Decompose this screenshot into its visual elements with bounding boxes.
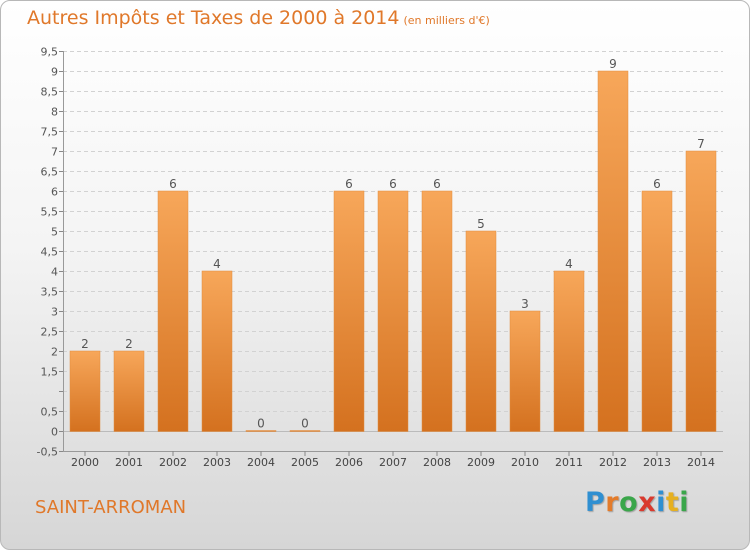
y-tick-label: 7,5 [41,126,59,139]
logo-letter: r [605,487,620,518]
x-tick-label: 2011 [555,456,583,469]
y-tick-label: 4,5 [41,246,59,259]
y-tick-label: 2 [51,346,58,359]
x-tick-label: 2007 [379,456,407,469]
y-tick-label: 5,5 [41,206,59,219]
x-tick-label: 2010 [511,456,539,469]
bar [509,310,541,432]
bar [245,430,277,432]
logo-letter: P [585,487,606,518]
data-label: 9 [609,57,617,71]
bar [685,150,717,432]
data-labels: 2 2 6 4 0 0 6 6 6 5 3 4 9 6 7 [81,57,705,431]
bar [157,190,189,432]
bar [641,190,673,432]
y-tick-label: 3 [51,306,58,319]
y-tick-label: 8,5 [41,86,59,99]
x-tick-label: 2000 [71,456,99,469]
data-label: 0 [257,417,265,431]
logo-letter: x [638,487,657,518]
data-label: 6 [653,177,661,191]
data-label: 4 [565,257,573,271]
logo-letter: t [665,487,680,518]
data-label: 6 [433,177,441,191]
commune-name: SAINT-ARROMAN [35,497,187,518]
bar [553,270,585,432]
y-tick-label: 6,5 [41,166,59,179]
y-tick-label: 6 [51,186,58,199]
bars [69,70,717,432]
chart-title: Autres Impôts et Taxes de 2000 à 2014 (en… [27,7,490,29]
x-tick-label: 2013 [643,456,671,469]
axes [59,51,723,456]
data-label: 0 [301,417,309,431]
title-unit: (en milliers d'€) [403,14,490,27]
data-label: 4 [213,257,221,271]
data-label: 3 [521,297,529,311]
bar [377,190,409,432]
x-tick-label: 2003 [203,456,231,469]
x-tick-label: 2012 [599,456,627,469]
bar [597,70,629,432]
data-label: 6 [389,177,397,191]
data-label: 7 [697,137,705,151]
x-tick-labels: 2000 2001 2002 2003 2004 2005 2006 2007 2008 2009… [71,456,715,469]
y-tick-label: 0,5 [41,406,59,419]
x-tick-label: 2004 [247,456,275,469]
y-tick-label: 3,5 [41,286,59,299]
x-tick-label: 2006 [335,456,363,469]
data-label: 5 [477,217,485,231]
y-tick-label: 9,5 [41,46,59,59]
bar [113,350,145,432]
y-tick-label: 4 [51,266,58,279]
logo-letter: i [656,487,666,518]
x-tick-label: 2014 [687,456,715,469]
y-tick-label: 2,5 [41,326,59,339]
y-tick-label: 5 [51,226,58,239]
bar [421,190,453,432]
proxiti-logo: Proxiti [585,487,689,518]
y-tick-label: 9 [51,66,58,79]
x-tick-label: 2002 [159,456,187,469]
y-tick-label: 7 [51,146,58,159]
data-label: 6 [345,177,353,191]
logo-letter: o [619,487,639,518]
x-tick-label: 2008 [423,456,451,469]
x-tick-label: 2001 [115,456,143,469]
bar [201,270,233,432]
bar [333,190,365,432]
y-tick-label: 8 [51,106,58,119]
data-label: 6 [169,177,177,191]
bar [465,230,497,432]
logo-letter: i [679,487,690,518]
bar [289,430,321,432]
x-tick-label: 2009 [467,456,495,469]
y-tick-labels: -0,5 0 0,5 1,5 2 2,5 3 3,5 4 4,5 5 5,5 6 6,5 7 7,5 8 8,5 9… [37,46,58,459]
y-tick-label: 1,5 [41,366,59,379]
y-tick-label: -0,5 [37,446,58,459]
title-text: Autres Impôts et Taxes de 2000 à 2014 [27,7,400,29]
x-tick-label: 2005 [291,456,319,469]
data-label: 2 [81,337,89,351]
y-tick-label: 0 [51,426,58,439]
data-label: 2 [125,337,133,351]
bar [69,350,101,432]
